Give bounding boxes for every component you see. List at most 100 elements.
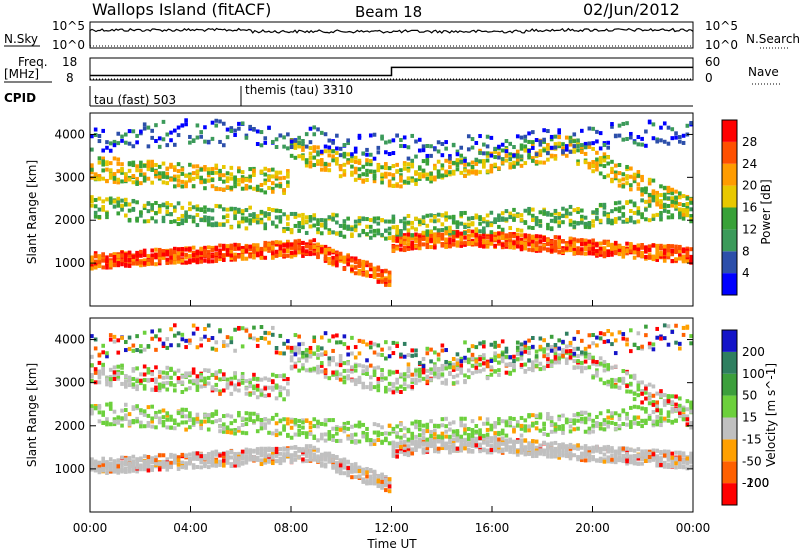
freq-trace xyxy=(90,66,693,77)
velocity-cell-1225 xyxy=(331,426,335,431)
power-cell-2150 xyxy=(515,235,520,240)
power-cell-674 xyxy=(221,215,226,220)
power-cell-390 xyxy=(165,205,170,210)
power-cell-637 xyxy=(214,221,219,226)
power-cell-1858 xyxy=(455,160,460,165)
power-cell-870 xyxy=(259,170,264,175)
velocity-cell-1766 xyxy=(436,352,441,357)
power-cell-466 xyxy=(180,218,185,223)
velocity-cell-1518 xyxy=(387,346,392,351)
velocity-cell-1593 xyxy=(402,377,407,382)
power-cell-2906 xyxy=(662,139,667,144)
power-cell-992 xyxy=(286,239,290,244)
velocity-cell-206 xyxy=(127,378,132,383)
velocity-cell-926 xyxy=(270,387,275,392)
power-cell-2686 xyxy=(621,249,626,254)
velocity-cell-1344 xyxy=(353,378,358,383)
power-cell-2761 xyxy=(636,246,641,251)
power-cell-1876 xyxy=(459,153,464,158)
velocity-cell-681 xyxy=(221,388,226,393)
power-cell-1607 xyxy=(406,213,411,218)
power-cell-1985 xyxy=(482,226,486,231)
velocity-cell-1271 xyxy=(338,340,343,345)
power-cell-7 xyxy=(90,266,94,271)
velocity-cell-429 xyxy=(172,426,177,431)
power-cell-2674 xyxy=(617,163,622,168)
velocity-cell-1256 xyxy=(338,466,343,471)
power-cell-2500 xyxy=(583,224,588,229)
power-cell-1535 xyxy=(391,173,396,178)
power-cell-785 xyxy=(244,244,249,249)
velocity-cell-490 xyxy=(184,373,188,378)
power-cell-416 xyxy=(169,138,173,143)
power-cell-2714 xyxy=(625,176,629,181)
velocity-cell-1251 xyxy=(335,370,339,375)
velocity-cell-1873 xyxy=(459,434,464,439)
power-cell-2695 xyxy=(621,172,626,177)
velocity-cell-237 xyxy=(135,416,139,421)
power-cell-1443 xyxy=(372,156,377,161)
power-cell-2386 xyxy=(561,213,565,218)
velocity-cell-949 xyxy=(274,346,279,351)
velocity-cell-695 xyxy=(225,413,230,418)
power-cell-976 xyxy=(282,243,286,248)
power-cell-702 xyxy=(225,127,230,132)
velocity-cell-158 xyxy=(120,455,124,460)
power-cell-2488 xyxy=(580,143,584,148)
power-cell-676 xyxy=(221,222,226,227)
noise-panel: N.Sky 10^5 10^0 10^5 10^0 N.Search xyxy=(4,19,800,52)
power-cell-490 xyxy=(184,181,188,186)
power-cell-2948 xyxy=(674,244,678,249)
velocity-cell-1587 xyxy=(402,426,407,431)
power-cell-1869 xyxy=(459,237,464,242)
velocity-cell-1195 xyxy=(323,331,328,336)
power-cell-577 xyxy=(203,252,207,257)
power-cell-3008 xyxy=(685,253,690,258)
velocity-cell-1683 xyxy=(421,423,426,428)
power-cell-1000 xyxy=(286,174,290,179)
power-cell-2229 xyxy=(531,235,535,240)
power-cell-84 xyxy=(105,197,109,202)
power-cell-367 xyxy=(161,249,166,254)
power-cell-1683 xyxy=(421,219,426,224)
power-cell-2462 xyxy=(576,206,580,211)
power-cell-14 xyxy=(90,170,94,175)
power-cell-192 xyxy=(127,263,132,268)
power-cell-791 xyxy=(244,183,249,188)
power-cell-1038 xyxy=(293,145,298,150)
velocity-cell-375 xyxy=(161,370,166,375)
velocity-cell-1854 xyxy=(455,431,460,436)
power-cell-1546 xyxy=(395,246,399,251)
velocity-cell-1041 xyxy=(293,345,298,350)
power-cell-1337 xyxy=(353,256,358,261)
power-cell-3039 xyxy=(689,121,693,126)
power-cell-795 xyxy=(244,177,249,182)
power-cell-1364 xyxy=(357,160,362,165)
power-cell-2633 xyxy=(610,221,614,226)
power-cell-1335 xyxy=(353,265,358,270)
power-cell-282 xyxy=(142,163,147,168)
power-colorbar-tick-4: 20 xyxy=(742,179,757,193)
velocity-cell-1300 xyxy=(346,426,350,431)
power-cell-2696 xyxy=(621,121,626,126)
velocity-cell-707 xyxy=(229,449,234,454)
velocity-cell-1063 xyxy=(297,334,301,339)
power-cell-159 xyxy=(120,262,124,267)
power-cell-2445 xyxy=(572,149,577,154)
velocity-cell-1869 xyxy=(459,444,464,449)
velocity-cell-911 xyxy=(267,340,271,345)
velocity-cell-482 xyxy=(184,461,188,466)
power-cell-2583 xyxy=(598,146,603,151)
power-cell-406 xyxy=(169,249,173,254)
power-cell-2969 xyxy=(678,254,682,259)
velocity-cell-1603 xyxy=(406,451,411,456)
power-cell-2240 xyxy=(531,145,535,150)
power-cell-1037 xyxy=(293,211,298,216)
velocity-cell-515 xyxy=(191,454,196,459)
velocity-cell-1337 xyxy=(353,467,358,472)
power-cell-1887 xyxy=(463,235,467,240)
power-cell-2070 xyxy=(497,155,501,160)
power-cell-1280 xyxy=(342,255,347,260)
power-cell-1281 xyxy=(342,219,347,224)
velocity-cell-407 xyxy=(169,414,173,419)
